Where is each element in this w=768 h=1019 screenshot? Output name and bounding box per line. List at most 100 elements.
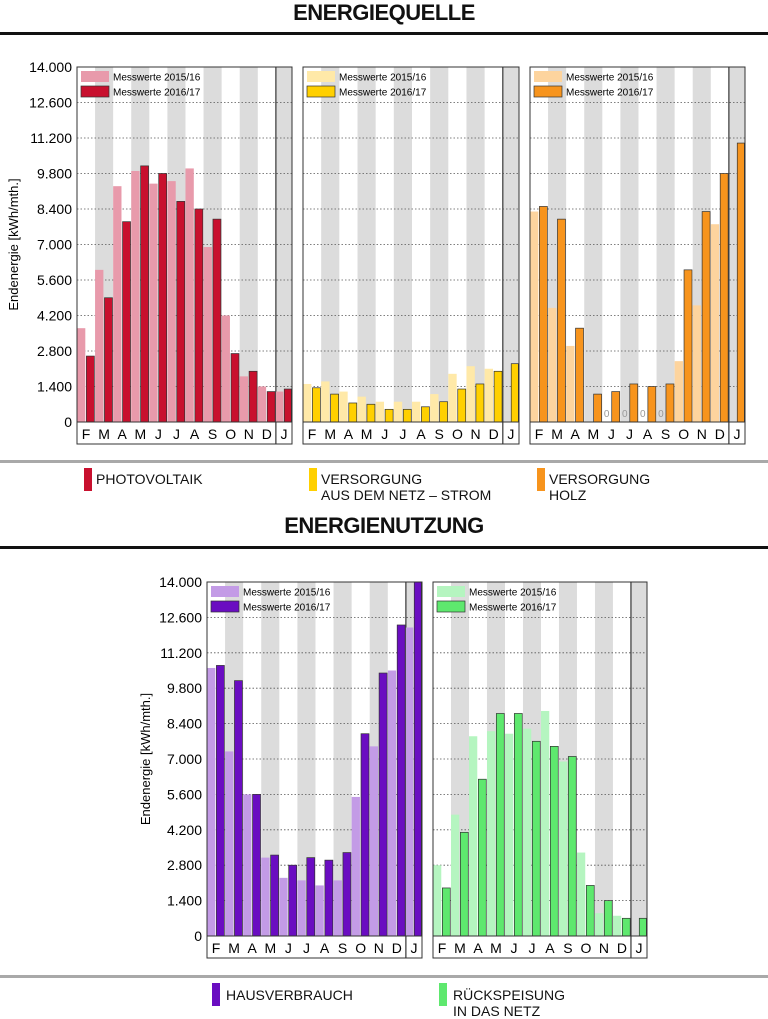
y-tick-label: 4.200 [37,308,72,324]
bar-curr [194,208,204,423]
legend-label-prev: Messwerte 2015/16 [469,588,557,599]
bar-curr [719,173,729,423]
y-tick-label: 12.600 [159,609,202,625]
hausverbrauch-swatch [212,983,220,1006]
legend-swatch-prev [81,71,109,82]
x-tick-label: J [399,426,406,442]
x-tick-label: J [626,426,633,442]
category-band [206,935,423,959]
x-tick-label: M [587,426,599,442]
x-tick-label: F [212,940,221,956]
bar-prev [95,269,104,422]
x-tick-label: D [715,426,725,442]
bar-prev [433,865,442,936]
y-tick-label: 5.600 [167,786,202,802]
y-tick-label: 12.600 [29,95,72,111]
month-stripe [430,67,449,422]
x-tick-label: J [173,426,180,442]
bar-curr [330,393,339,423]
y-tick-label: 14.000 [29,59,72,75]
bar-curr [158,173,168,423]
x-tick-label: J [381,426,388,442]
y-tick-label: 2.800 [167,857,202,873]
bar-curr [306,857,316,937]
bar-prev [486,731,496,936]
netz-strom-caption-line1: VERSORGUNG [321,471,423,487]
x-tick-label: N [374,940,384,956]
bar-prev [430,394,439,422]
x-tick-label: M [134,426,146,442]
netz-strom-swatch [309,468,317,491]
bar-prev [275,391,284,422]
x-tick-label: A [248,940,258,956]
bar-curr [402,408,412,423]
bar-prev [207,667,216,936]
category-band [529,421,746,445]
x-tick-label: O [225,426,236,442]
energienutzung-title: ENERGIENUTZUNG [284,513,484,538]
y-axis: 0 1.400 2.800 4.200 5.600 7.000 8.400 9.800 11.2… [138,574,202,944]
x-tick-label: J [507,426,514,442]
bar-curr [439,401,448,423]
bar-prev [333,880,342,936]
category-band [302,421,520,445]
x-tick-label: J [280,426,287,442]
x-tick-label: N [599,940,609,956]
bar-curr [122,221,131,423]
bar-prev [261,857,270,936]
bar-prev [594,913,604,936]
bar-prev [710,224,720,422]
x-tick-label: A [473,940,483,956]
x-tick-label: F [308,426,317,442]
bar-curr [457,388,467,423]
bar-prev [466,366,475,422]
legend-swatch-prev [211,586,239,597]
x-tick-label: M [228,940,240,956]
x-tick-label: J [410,940,417,956]
x-tick-label: A [545,940,555,956]
x-tick-label: A [571,426,581,442]
bar-curr [270,854,279,937]
bar-prev [504,733,514,936]
x-tick-label: A [320,940,330,956]
holz-caption-line2: HOLZ [549,487,587,503]
bar-prev [674,361,683,422]
bar-prev [375,401,385,422]
bar-curr [230,353,240,423]
bar-curr [348,402,358,423]
rueckspeisung-swatch [439,983,447,1006]
legend-label-prev: Messwerte 2015/16 [339,73,427,84]
bar-prev [393,401,403,422]
legend-label-curr: Messwerte 2016/17 [113,88,201,99]
x-tick-label: S [435,426,444,442]
bar-curr [493,370,503,423]
bar-prev [113,186,122,422]
bar-curr [647,386,657,423]
bar-curr [495,713,505,937]
bar-curr [288,864,298,937]
x-tick-label: M [264,940,276,956]
bar-curr [460,831,469,937]
y-tick-label: 5.600 [37,272,72,288]
bar-prev [530,211,539,422]
bar-curr [421,406,430,423]
legend-label-prev: Messwerte 2015/16 [566,73,654,84]
x-tick-label: N [470,426,480,442]
bar-curr [384,408,394,423]
bar-curr [665,383,675,423]
bar-prev [339,391,348,422]
bar-curr [557,218,566,423]
x-tick-label: D [262,426,272,442]
y-tick-label: 9.800 [167,680,202,696]
x-tick-label: J [155,426,162,442]
bar-prev [450,814,460,936]
month-stripe [594,582,613,936]
bar-prev [167,181,176,422]
x-tick-label: J [733,426,740,442]
bar-curr [234,680,243,937]
x-tick-label: S [338,940,347,956]
bar-curr [475,383,485,423]
month-stripe [393,67,412,422]
